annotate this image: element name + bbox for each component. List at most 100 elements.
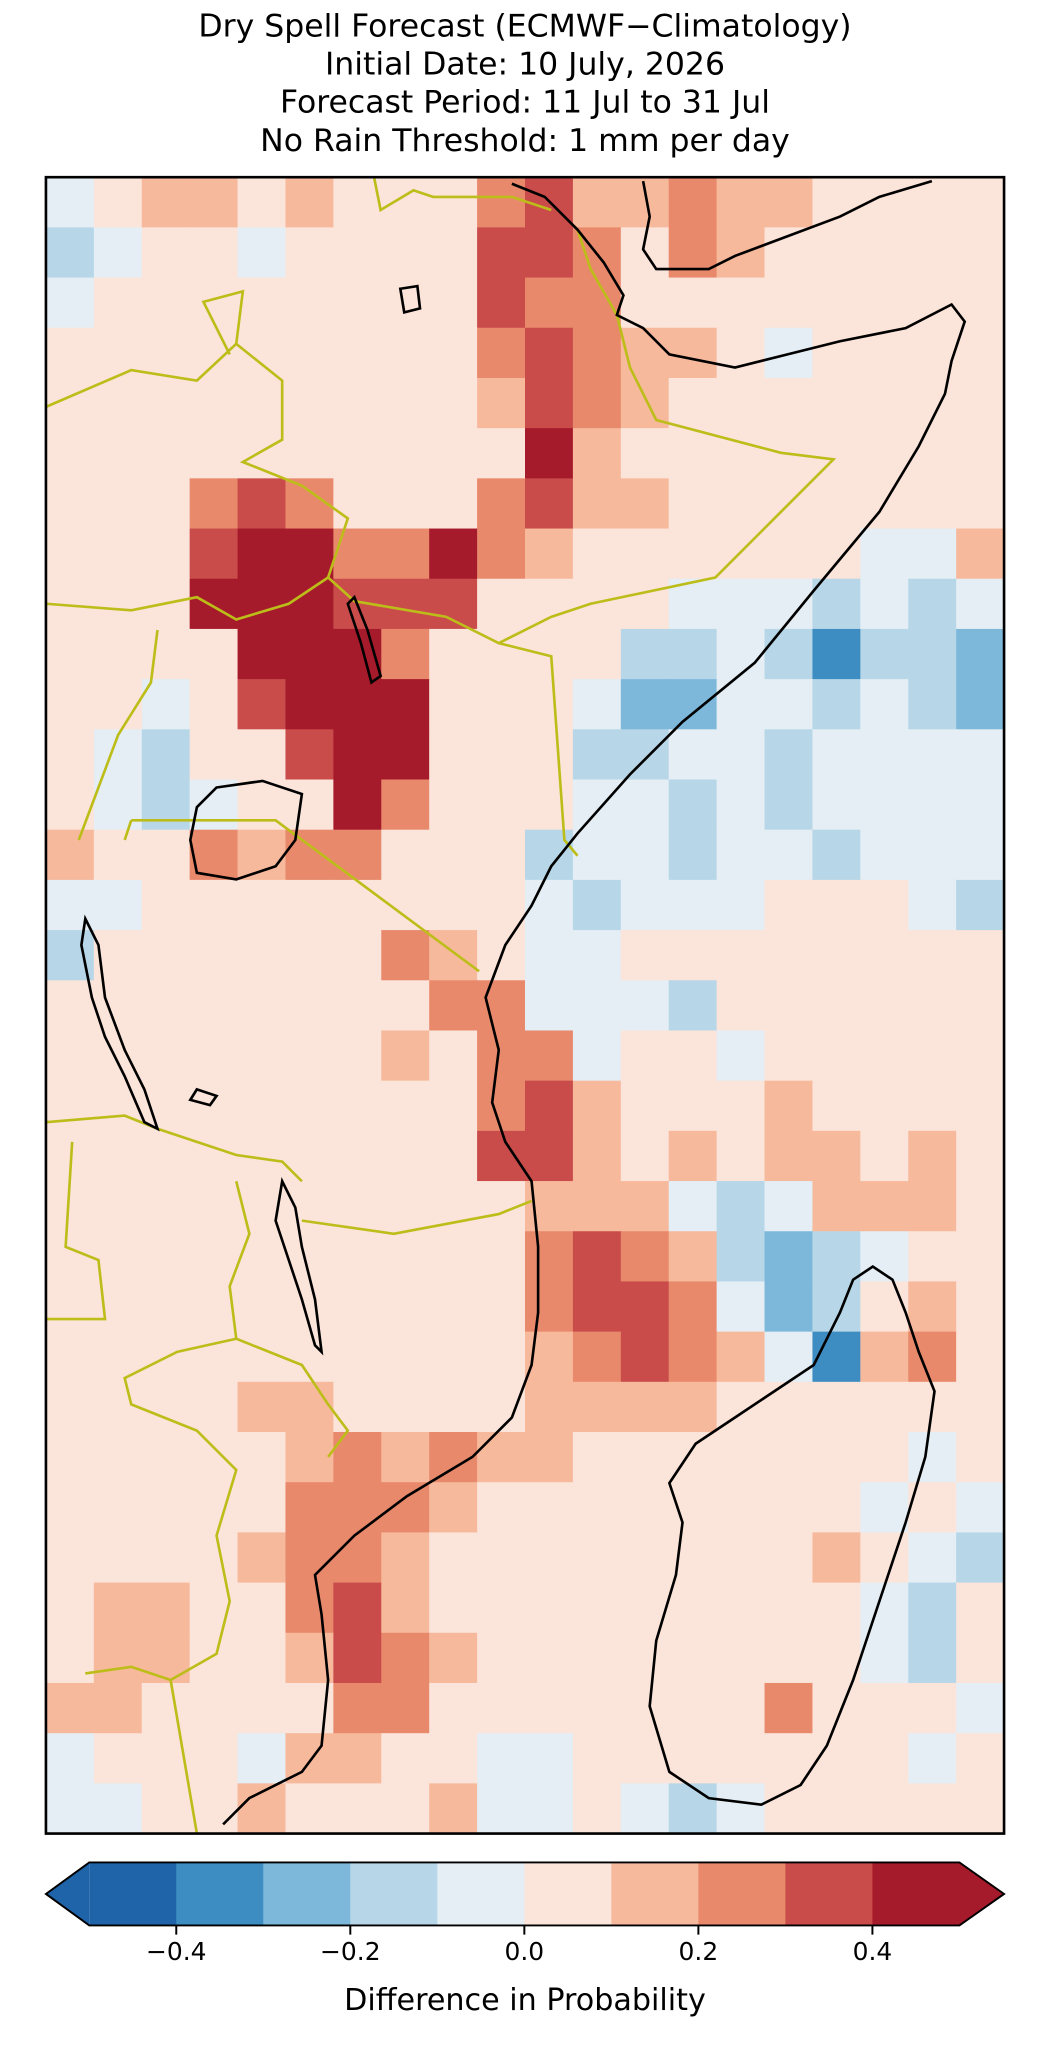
colorbar-bin — [524, 1862, 613, 1926]
grid-cell — [620, 478, 670, 530]
grid-cell — [45, 980, 95, 1032]
grid-cell — [956, 1331, 1005, 1383]
grid-cell — [525, 1381, 574, 1433]
grid-cell — [45, 1532, 95, 1584]
grid-cell — [237, 879, 287, 931]
grid-cell — [93, 1482, 143, 1534]
grid-cell — [381, 578, 430, 630]
grid-cell — [477, 1381, 526, 1433]
grid-cell — [93, 1632, 143, 1684]
grid-cell — [956, 478, 1005, 530]
grid-cell — [285, 227, 335, 279]
grid-cell — [764, 1381, 814, 1433]
grid-cell — [429, 1181, 478, 1232]
grid-cell — [333, 829, 382, 881]
grid-cell — [620, 1682, 670, 1734]
grid-cell — [908, 1331, 957, 1383]
grid-cell — [668, 980, 718, 1032]
grid-cell — [381, 679, 430, 730]
grid-cell — [237, 578, 287, 630]
grid-cell — [716, 327, 766, 379]
grid-cell — [620, 980, 670, 1032]
grid-cell — [620, 1733, 670, 1785]
grid-cell — [429, 879, 478, 931]
grid-cell — [381, 1582, 430, 1634]
grid-cell — [812, 1281, 861, 1333]
grid-cell — [908, 478, 957, 530]
grid-cell — [285, 177, 335, 229]
grid-cell — [525, 1682, 574, 1734]
grid-cell — [716, 1632, 766, 1684]
grid-cell — [45, 327, 95, 379]
grid-cell — [908, 277, 957, 329]
grid-cell — [237, 1733, 287, 1785]
grid-cell — [141, 1030, 191, 1082]
grid-cell — [572, 1783, 622, 1835]
grid-cell — [668, 478, 718, 530]
grid-cell — [45, 1682, 95, 1734]
grid-cell — [333, 1030, 382, 1082]
grid-cell — [764, 1030, 814, 1082]
grid-cell — [333, 1582, 382, 1634]
grid-cell — [477, 1482, 526, 1534]
grid-cell — [333, 227, 382, 279]
grid-cell — [812, 1432, 861, 1483]
grid-cell — [860, 1532, 909, 1584]
grid-cell — [908, 528, 957, 580]
grid-cell — [285, 1582, 335, 1634]
grid-cell — [189, 1632, 239, 1684]
grid-cell — [525, 1130, 574, 1182]
grid-cell — [860, 879, 909, 931]
grid-cell — [812, 478, 861, 530]
grid-cell — [237, 277, 287, 329]
grid-cell — [860, 578, 909, 630]
grid-cell — [477, 227, 526, 279]
grid-cell — [429, 377, 478, 429]
grid-cell — [572, 1532, 622, 1584]
grid-cell — [93, 879, 143, 931]
colorbar-bin — [611, 1862, 700, 1926]
grid-cell — [189, 679, 239, 730]
grid-cell — [668, 829, 718, 881]
grid-cell — [764, 628, 814, 680]
grid-cell — [956, 980, 1005, 1032]
grid-cell — [668, 729, 718, 781]
grid-cell — [620, 1482, 670, 1534]
grid-cell — [812, 679, 861, 730]
grid-cell — [860, 1331, 909, 1383]
grid-cell — [668, 628, 718, 680]
grid-cell — [141, 327, 191, 379]
grid-cell — [668, 227, 718, 279]
grid-cell — [381, 1181, 430, 1232]
grid-cell — [812, 1682, 861, 1734]
grid-cell — [429, 1130, 478, 1182]
grid-cell — [860, 377, 909, 429]
grid-cell — [668, 1130, 718, 1182]
grid-cell — [45, 528, 95, 580]
grid-cell — [620, 1130, 670, 1182]
grid-cell — [333, 1632, 382, 1684]
grid-cell — [812, 528, 861, 580]
grid-cell — [812, 1532, 861, 1584]
colorbar-extend-low — [45, 1862, 90, 1926]
grid-cell — [477, 1632, 526, 1684]
grid-cell — [812, 1331, 861, 1383]
grid-cell — [141, 729, 191, 781]
grid-cell — [908, 1231, 957, 1283]
grid-cell — [189, 1582, 239, 1634]
grid-cell — [45, 1381, 95, 1433]
grid-cell — [572, 277, 622, 329]
grid-cell — [189, 980, 239, 1032]
grid-cell — [333, 1130, 382, 1182]
grid-cell — [668, 377, 718, 429]
grid-cell — [525, 1532, 574, 1584]
grid-cell — [860, 1130, 909, 1182]
grid-cell — [429, 1682, 478, 1734]
grid-cell — [525, 1231, 574, 1283]
grid-cell — [477, 879, 526, 931]
grid-cell — [812, 1733, 861, 1785]
grid-cell — [189, 1733, 239, 1785]
grid-cell — [141, 779, 191, 831]
grid-cell — [141, 277, 191, 329]
grid-cell — [860, 1783, 909, 1835]
